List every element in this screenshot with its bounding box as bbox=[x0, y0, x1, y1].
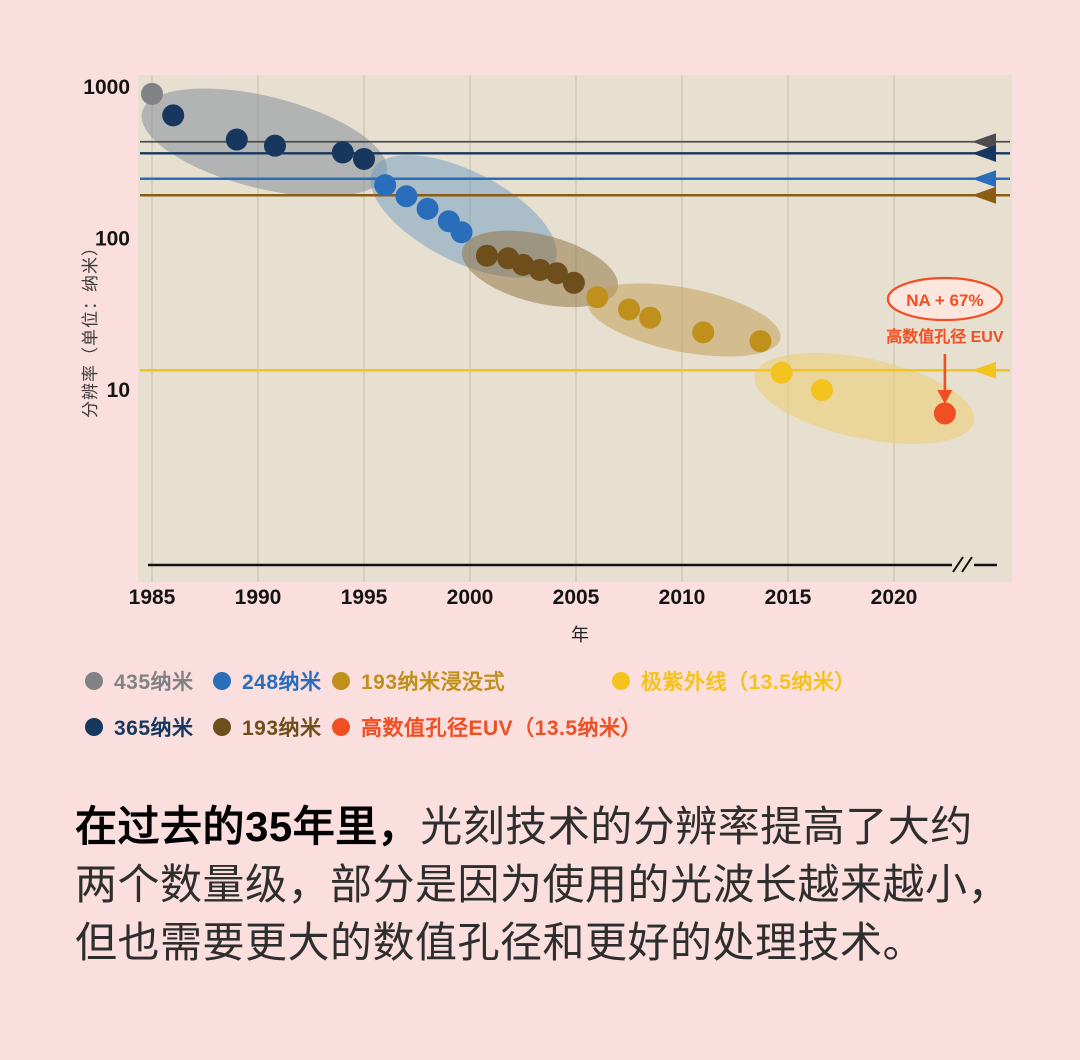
x-tick-label: 1995 bbox=[341, 586, 388, 609]
legend-dot-icon bbox=[612, 672, 630, 690]
legend-label: 193纳米 bbox=[242, 717, 322, 740]
legend-dot-icon bbox=[213, 672, 231, 690]
annotation-badge bbox=[886, 276, 1003, 322]
data-point bbox=[263, 134, 286, 157]
wavelength-arrow-365 bbox=[972, 144, 996, 162]
data-point bbox=[586, 286, 609, 309]
y-tick-label: 100 bbox=[95, 228, 130, 251]
caption-line-1-rest: 光刻技术的分辨率提高了大约 bbox=[420, 803, 973, 850]
data-point bbox=[141, 82, 163, 105]
caption-lead: 在过去的35年里， bbox=[75, 803, 421, 850]
x-tick-label: 1985 bbox=[129, 586, 176, 609]
chart-legend: 435纳米 248纳米 193纳米浸没式 极紫外线（13.5纳米） 365纳米 193纳米… bbox=[0, 650, 1080, 760]
data-point bbox=[162, 104, 185, 127]
data-point bbox=[810, 379, 833, 401]
legend-dot-icon bbox=[213, 718, 231, 736]
cluster-ellipse bbox=[754, 352, 975, 444]
annotation-badge-text: NA + 67% bbox=[906, 291, 983, 310]
legend-label: 365纳米 bbox=[114, 717, 194, 740]
axis-break-slash bbox=[952, 556, 964, 573]
caption-line-1: 在过去的35年里，光刻技术的分辨率提高了大约 bbox=[75, 798, 1025, 856]
data-point bbox=[618, 298, 640, 321]
legend-item: 极紫外线（13.5纳米） bbox=[612, 666, 856, 696]
data-point bbox=[562, 271, 585, 294]
legend-label: 高数值孔径EUV（13.5纳米） bbox=[361, 717, 643, 740]
caption-line-3: 但也需要更大的数值孔径和更好的处理技术。 bbox=[75, 919, 926, 966]
x-tick-label: 2005 bbox=[553, 586, 600, 609]
annotation-label: 高数值孔径 EUV bbox=[886, 327, 1004, 346]
wavelength-arrow-13.5 bbox=[972, 361, 996, 379]
data-point bbox=[770, 361, 793, 384]
legend-dot-icon bbox=[85, 672, 103, 690]
x-tick-label: 2015 bbox=[765, 586, 812, 609]
legend-item: 高数值孔径EUV（13.5纳米） bbox=[332, 712, 642, 742]
data-point bbox=[416, 197, 439, 220]
data-point bbox=[225, 128, 248, 151]
legend-item: 435纳米 bbox=[85, 666, 194, 696]
legend-dot-icon bbox=[85, 718, 103, 736]
y-tick-label: 1000 bbox=[83, 76, 130, 99]
legend-item: 193纳米浸没式 bbox=[332, 666, 505, 696]
y-tick-label: 10 bbox=[107, 379, 130, 402]
data-point bbox=[374, 174, 397, 197]
x-tick-label: 2010 bbox=[659, 586, 706, 609]
data-point bbox=[512, 253, 534, 276]
legend-item: 248纳米 bbox=[213, 666, 322, 696]
data-point bbox=[749, 330, 772, 353]
legend-item: 193纳米 bbox=[213, 712, 322, 742]
data-point bbox=[528, 258, 551, 281]
data-point bbox=[639, 306, 662, 329]
caption-line-2: 两个数量级，部分是因为使用的光波长越来越小， bbox=[75, 861, 1011, 908]
legend-label: 248纳米 bbox=[242, 671, 322, 694]
legend-item: 365纳米 bbox=[85, 712, 194, 742]
data-point bbox=[545, 262, 568, 285]
data-point bbox=[475, 244, 498, 267]
legend-dot-icon bbox=[332, 718, 350, 736]
caption: 在过去的35年里，光刻技术的分辨率提高了大约 两个数量级，部分是因为使用的光波长… bbox=[75, 798, 1025, 972]
axis-break-slash bbox=[961, 556, 973, 573]
annotation-arrow-head bbox=[937, 390, 953, 404]
x-axis-title: 年 bbox=[571, 625, 589, 645]
y-axis-title: 分辨率（单位：纳米） bbox=[81, 238, 100, 418]
data-point bbox=[331, 141, 354, 164]
x-tick-label: 2000 bbox=[447, 586, 494, 609]
legend-label: 193纳米浸没式 bbox=[361, 671, 506, 694]
wavelength-arrow-435 bbox=[972, 133, 996, 151]
data-point bbox=[353, 147, 375, 170]
wavelength-arrow-193 bbox=[972, 186, 996, 204]
legend-label: 435纳米 bbox=[114, 671, 194, 694]
wavelength-arrow-248 bbox=[972, 170, 996, 188]
data-point bbox=[450, 221, 473, 244]
x-tick-label: 2020 bbox=[871, 586, 918, 609]
legend-label: 极紫外线（13.5纳米） bbox=[641, 671, 856, 694]
data-point bbox=[933, 402, 956, 425]
data-point bbox=[395, 185, 418, 208]
resolution-vs-year-chart: NA + 67% 高数值孔径 EUV 1000 100 10 1985 1990 1995 20… bbox=[81, 75, 1012, 645]
data-point bbox=[692, 321, 715, 344]
x-tick-label: 1990 bbox=[235, 586, 282, 609]
legend-dot-icon bbox=[332, 672, 350, 690]
